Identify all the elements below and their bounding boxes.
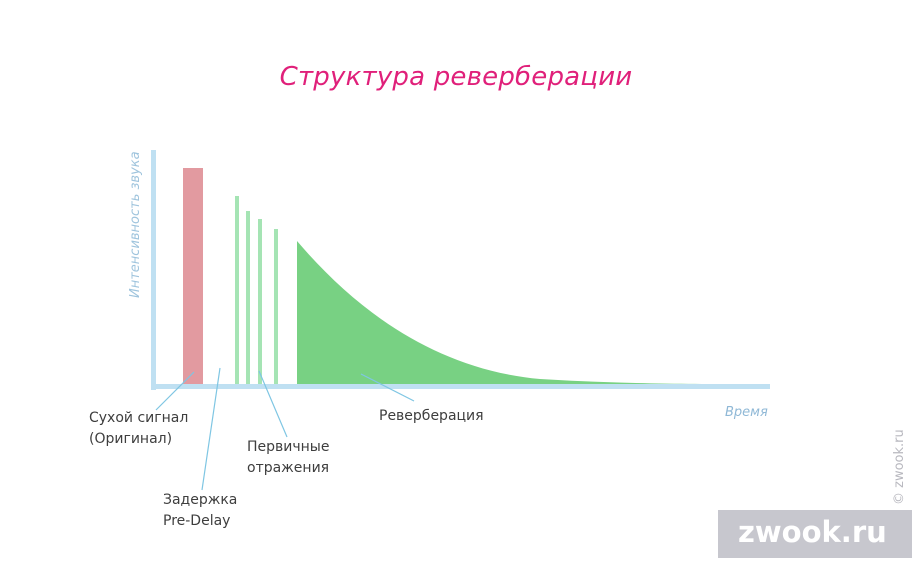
x-axis-label: Время — [725, 405, 768, 420]
reverb-pointer — [360, 373, 415, 402]
watermark-vertical: © zwook.ru — [892, 429, 907, 505]
reverb-tail — [297, 241, 740, 384]
watermark-logo: zwook.ru — [738, 515, 887, 549]
early-reflection-bar — [246, 211, 250, 384]
dry-pointer — [155, 371, 195, 411]
early-reflections-label: Первичные отражения — [247, 437, 329, 479]
y-axis — [151, 150, 156, 390]
dry-signal-label-line1: Сухой сигнал — [89, 410, 189, 426]
dry-signal-label-line2: (Оригинал) — [89, 431, 173, 447]
early-reflection-bar — [258, 219, 262, 384]
predelay-label-line2: Pre-Delay — [163, 513, 231, 529]
predelay-pointer — [201, 367, 221, 491]
early-pointer — [258, 370, 288, 438]
early-reflection-bar — [274, 229, 278, 384]
x-axis — [151, 384, 770, 389]
diagram-title: Структура реверберации — [279, 62, 633, 92]
watermark-background — [718, 510, 912, 558]
predelay-label: Задержка Pre-Delay — [163, 490, 237, 532]
early-reflection-bar — [235, 196, 239, 384]
early-reflections-label-line1: Первичные — [247, 439, 330, 455]
dry-signal-label: Сухой сигнал (Оригинал) — [89, 408, 188, 450]
reverb-label: Реверберация — [379, 408, 484, 424]
y-axis-label: Интенсивность звука — [128, 151, 143, 298]
dry-signal-bar — [183, 168, 203, 384]
early-reflections-label-line2: отражения — [247, 460, 330, 476]
predelay-label-line1: Задержка — [163, 492, 238, 508]
